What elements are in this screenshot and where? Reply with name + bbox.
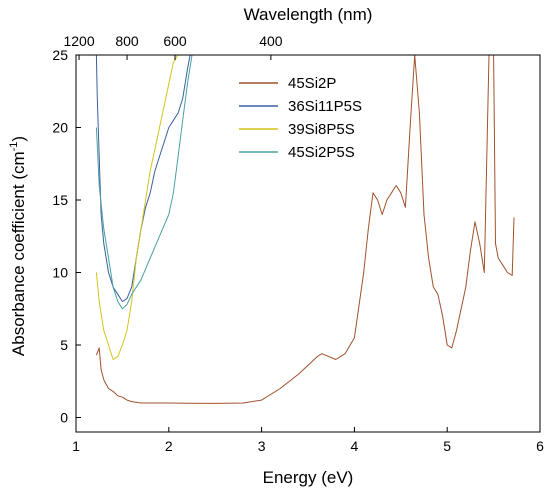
x-tick-label: 3: [258, 438, 266, 454]
legend: 45Si2P 36Si11P5S 39Si8P5S 45Si2P5S: [239, 75, 362, 161]
series-line-1: [95, 54, 191, 302]
top-tick-label: 400: [259, 33, 283, 49]
top-tick-label: 1200: [63, 33, 94, 49]
y-axis-title-main: Absorbance coefficient (cm: [9, 151, 28, 356]
x-tick-label: 5: [443, 438, 451, 454]
y-tick-label: 0: [60, 410, 68, 426]
y-tick-label: 25: [52, 47, 68, 63]
y-tick-label: 15: [52, 192, 68, 208]
legend-label: 45Si2P: [288, 75, 336, 92]
series-line-0: [95, 54, 515, 404]
y-axis-title-sup: -1: [8, 142, 20, 152]
x-tick-label: 1: [72, 438, 80, 454]
series-layer: [95, 54, 515, 404]
top-tick-label: 800: [115, 33, 139, 49]
x-tick-label: 2: [165, 438, 173, 454]
y-axis-title: Absorbance coefficient (cm-1): [8, 136, 28, 356]
legend-label: 45Si2P5S: [288, 144, 355, 161]
y-axis-title-tail: ): [9, 136, 28, 142]
legend-label: 36Si11P5S: [288, 98, 362, 115]
y-tick-label: 20: [52, 120, 68, 136]
series-line-3: [95, 54, 193, 310]
y-tick-label: 5: [60, 337, 68, 353]
x-axis-title: Energy (eV): [263, 468, 354, 487]
legend-label: 39Si8P5S: [288, 121, 355, 138]
top-tick-label: 600: [163, 33, 187, 49]
top-axis-title: Wavelength (nm): [244, 5, 373, 24]
y-tick-label: 10: [52, 265, 68, 281]
x-tick-label: 4: [351, 438, 359, 454]
series-line-2: [95, 54, 179, 360]
x-tick-label: 6: [536, 438, 544, 454]
plot-frame: [75, 54, 541, 433]
